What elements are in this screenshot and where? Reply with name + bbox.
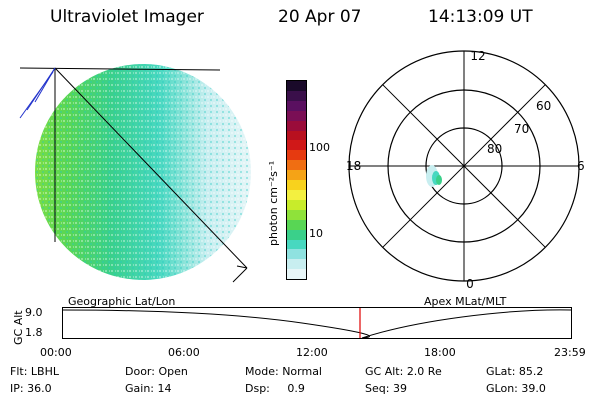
- colorbar-unit-label: photon cm⁻²s⁻¹: [267, 161, 280, 246]
- colorbar-swatch: [287, 81, 306, 91]
- colorbar-swatch: [287, 209, 306, 220]
- polar-spokes: [349, 51, 579, 281]
- lat-label-80: 80: [487, 142, 502, 156]
- colorbar-tick-10: 10: [309, 227, 323, 240]
- colorbar-swatch: [287, 259, 306, 270]
- status-seq: Seq: 39: [365, 382, 407, 395]
- lat-label-60: 60: [536, 99, 551, 113]
- observation-time: 14:13:09 UT: [428, 7, 533, 27]
- status-door: Door: Open: [125, 365, 188, 378]
- observation-date: 20 Apr 07: [278, 7, 362, 27]
- colorbar-swatch: [287, 90, 306, 101]
- colorbar-swatch: [287, 189, 306, 200]
- altitude-curve: [62, 309, 572, 339]
- colorbar-swatch: [287, 239, 306, 250]
- svg-text:photon cm⁻²s⁻¹: photon cm⁻²s⁻¹: [267, 161, 280, 246]
- status-gc-alt: GC Alt: 2.0 Re: [365, 365, 442, 378]
- geographic-image: [19, 64, 251, 283]
- colorbar-swatch: [287, 110, 306, 121]
- time-tick-0000: 00:00: [40, 346, 72, 359]
- status-dsp: Dsp: 0.9: [245, 382, 305, 395]
- mlt-label-18: 18: [346, 159, 361, 173]
- mlt-label-12: 12: [470, 49, 485, 63]
- status-flt: Flt: LBHL: [10, 365, 59, 378]
- polar-emission-patch: [426, 165, 442, 187]
- colorbar-swatch: [287, 160, 306, 171]
- time-tick-2359: 23:59: [554, 346, 586, 359]
- terminator-lines: [19, 67, 56, 119]
- timeline-y-axis-label: GC Alt: [12, 310, 25, 345]
- apex-plot-label: Apex MLat/MLT: [424, 295, 507, 308]
- color-scale-bar: [286, 80, 307, 280]
- colorbar-swatch: [287, 249, 306, 260]
- time-tick-1200: 12:00: [296, 346, 328, 359]
- colorbar-swatch: [287, 219, 306, 230]
- timeline-y-top: 9.0: [25, 306, 43, 319]
- status-ip: IP: 36.0: [10, 382, 52, 395]
- timeline-y-bottom: 1.8: [25, 326, 43, 339]
- status-glon: GLon: 39.0: [486, 382, 546, 395]
- mlt-label-6: 6: [577, 159, 585, 173]
- colorbar-swatch: [287, 130, 306, 141]
- colorbar-swatch: [287, 100, 306, 111]
- geographic-plot-label: Geographic Lat/Lon: [68, 295, 176, 308]
- time-tick-1800: 18:00: [424, 346, 456, 359]
- colorbar-swatch: [287, 229, 306, 240]
- colorbar-swatch: [287, 180, 306, 190]
- geo-grid-lines: [19, 67, 248, 283]
- svg-text:GC Alt: GC Alt: [12, 310, 25, 345]
- colorbar-swatch: [287, 150, 306, 161]
- time-tick-0600: 06:00: [168, 346, 200, 359]
- instrument-title: Ultraviolet Imager: [50, 7, 204, 27]
- altitude-timeline: [62, 307, 572, 339]
- colorbar-tick-100: 100: [309, 141, 330, 154]
- colorbar-swatch: [287, 269, 306, 280]
- colorbar-swatch: [287, 199, 306, 210]
- status-gain: Gain: 14: [125, 382, 172, 395]
- colorbar-swatch: [287, 120, 306, 131]
- colorbar-swatch: [287, 170, 306, 181]
- polar-plot: 12 0 18 6 60 70 80: [346, 49, 585, 291]
- emission-disk: [35, 64, 251, 280]
- status-glat: GLat: 85.2: [486, 365, 544, 378]
- colorbar-swatch: [287, 140, 306, 151]
- status-mode: Mode: Normal: [245, 365, 322, 378]
- lat-label-70: 70: [514, 122, 529, 136]
- mlt-label-0: 0: [466, 277, 474, 291]
